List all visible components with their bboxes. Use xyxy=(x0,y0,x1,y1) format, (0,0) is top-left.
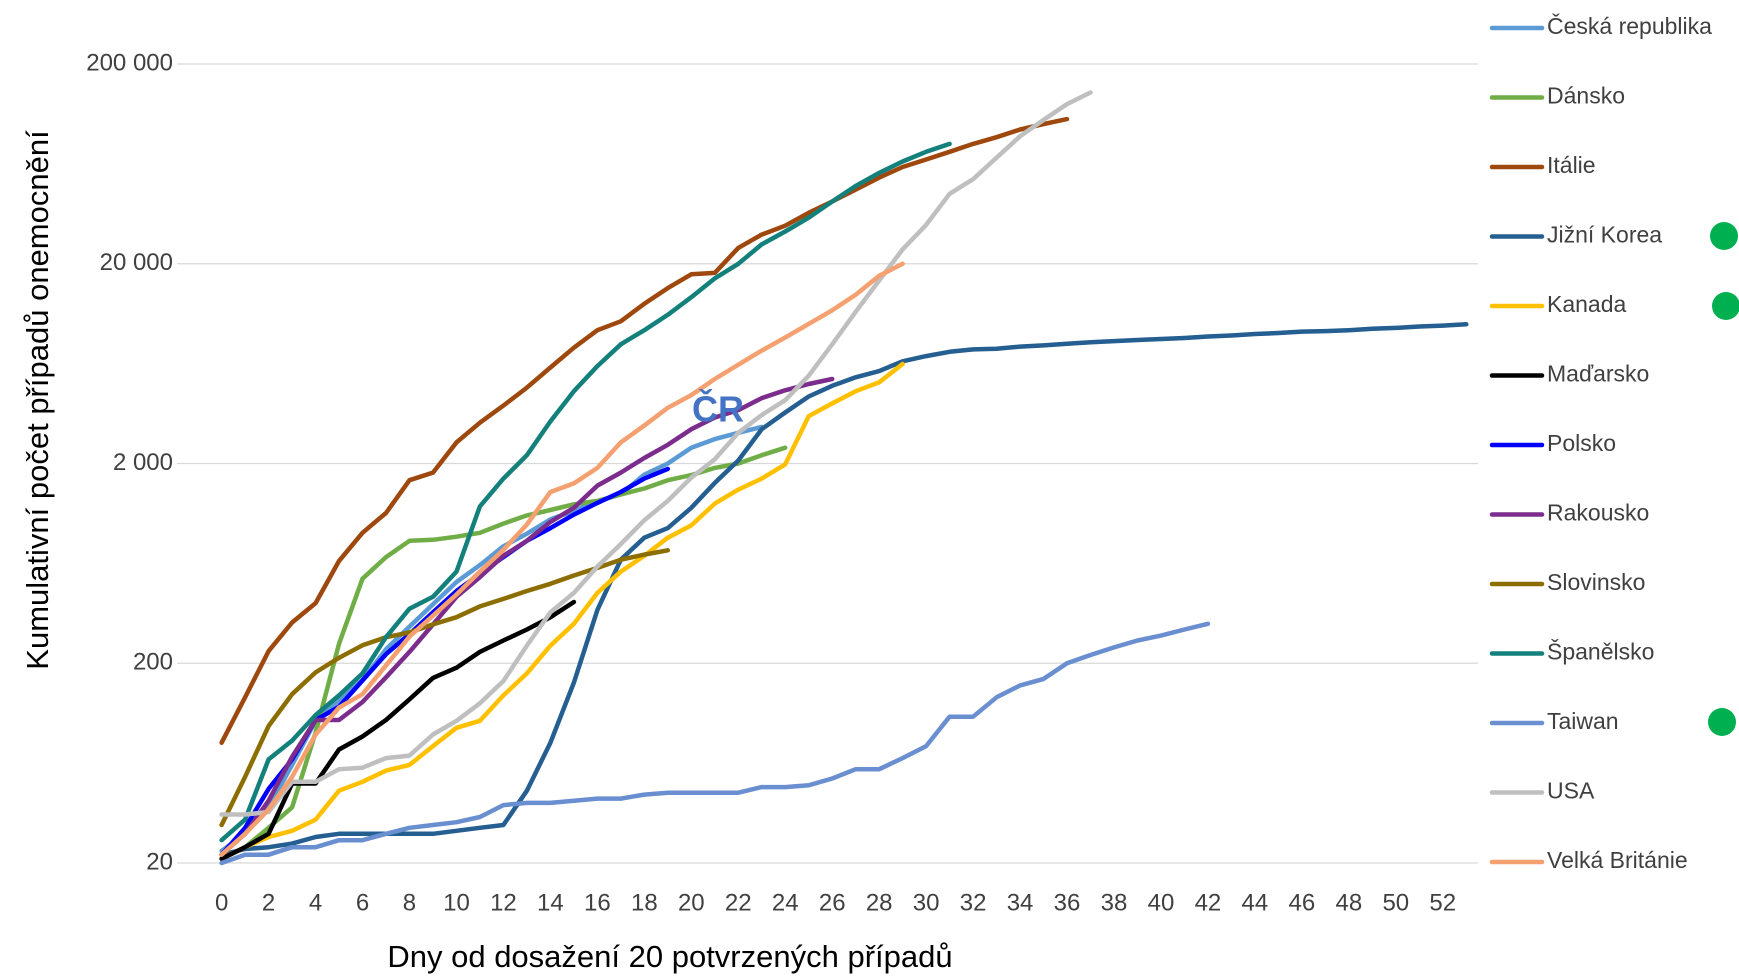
legend-label: Polsko xyxy=(1547,430,1616,456)
x-tick-label: 24 xyxy=(772,889,799,916)
x-tick-label: 42 xyxy=(1195,889,1222,916)
x-tick-label: 20 xyxy=(678,889,705,916)
series-line xyxy=(219,141,952,843)
x-tick-label: 26 xyxy=(819,889,846,916)
x-tick-label: 6 xyxy=(356,889,369,916)
x-tick-label: 16 xyxy=(584,889,611,916)
series-line xyxy=(219,361,905,862)
x-tick-label: 34 xyxy=(1007,889,1034,916)
x-tick-label: 36 xyxy=(1054,889,1081,916)
marker-dot xyxy=(1708,708,1736,736)
series-line xyxy=(219,261,905,857)
legend: Česká republika Dánsko Itálie Jižní Korea Ka… xyxy=(1489,12,1712,873)
series-line xyxy=(219,376,835,857)
legend-label: Kanada xyxy=(1547,291,1627,317)
x-tick-label: 2 xyxy=(262,889,275,916)
x-tick-label: 38 xyxy=(1101,889,1128,916)
legend-label: Jižní Korea xyxy=(1547,222,1662,248)
legend-label: Maďarsko xyxy=(1547,361,1649,387)
x-tick-label: 46 xyxy=(1289,889,1316,916)
y-tick-label: 20 xyxy=(146,848,173,875)
legend-label: USA xyxy=(1547,778,1595,804)
legend-label: Česká republika xyxy=(1547,12,1712,39)
y-axis-title: Kumulativní počet případů onemocnění xyxy=(20,130,55,670)
x-tick-label: 4 xyxy=(309,889,322,916)
legend-label: Itálie xyxy=(1547,152,1596,178)
x-tick-label: 28 xyxy=(866,889,893,916)
x-tick-label: 50 xyxy=(1382,889,1409,916)
x-tick-label: 40 xyxy=(1148,889,1175,916)
x-tick-label: 22 xyxy=(725,889,752,916)
x-tick-label: 8 xyxy=(403,889,416,916)
x-tick-label: 18 xyxy=(631,889,658,916)
x-tick-label: 0 xyxy=(215,889,228,916)
marker-dot xyxy=(1710,222,1738,250)
legend-label: Španělsko xyxy=(1547,638,1654,665)
y-tick-label: 20 000 xyxy=(100,249,173,276)
annotation: ČR xyxy=(692,388,744,430)
legend-label: Taiwan xyxy=(1547,708,1619,734)
marker-dot xyxy=(1712,292,1739,320)
legend-label: Rakousko xyxy=(1547,500,1649,526)
legend-label: Dánsko xyxy=(1547,83,1625,109)
x-tick-label: 14 xyxy=(537,889,564,916)
legend-label: Slovinsko xyxy=(1547,569,1645,595)
y-tick-label: 200 000 xyxy=(86,49,173,76)
x-tick-label: 48 xyxy=(1335,889,1362,916)
y-tick-label: 2 000 xyxy=(113,449,173,476)
lines xyxy=(219,90,1469,866)
y-tick-label: 200 xyxy=(133,649,173,676)
x-axis-title: Dny od dosažení 20 potvrzených případů xyxy=(387,939,952,974)
series-line xyxy=(219,116,1070,745)
x-tick-label: 12 xyxy=(490,889,517,916)
x-tick-label: 32 xyxy=(960,889,987,916)
x-tick-label: 30 xyxy=(913,889,940,916)
x-tick-label: 44 xyxy=(1242,889,1269,916)
series-line xyxy=(219,621,1211,866)
series-line xyxy=(219,599,577,862)
series-line xyxy=(219,90,1093,817)
legend-label: Velká Británie xyxy=(1547,847,1688,873)
x-tick-label: 52 xyxy=(1429,889,1456,916)
series-line xyxy=(219,322,1469,857)
x-tick-label: 10 xyxy=(443,889,470,916)
series-line xyxy=(219,445,788,862)
